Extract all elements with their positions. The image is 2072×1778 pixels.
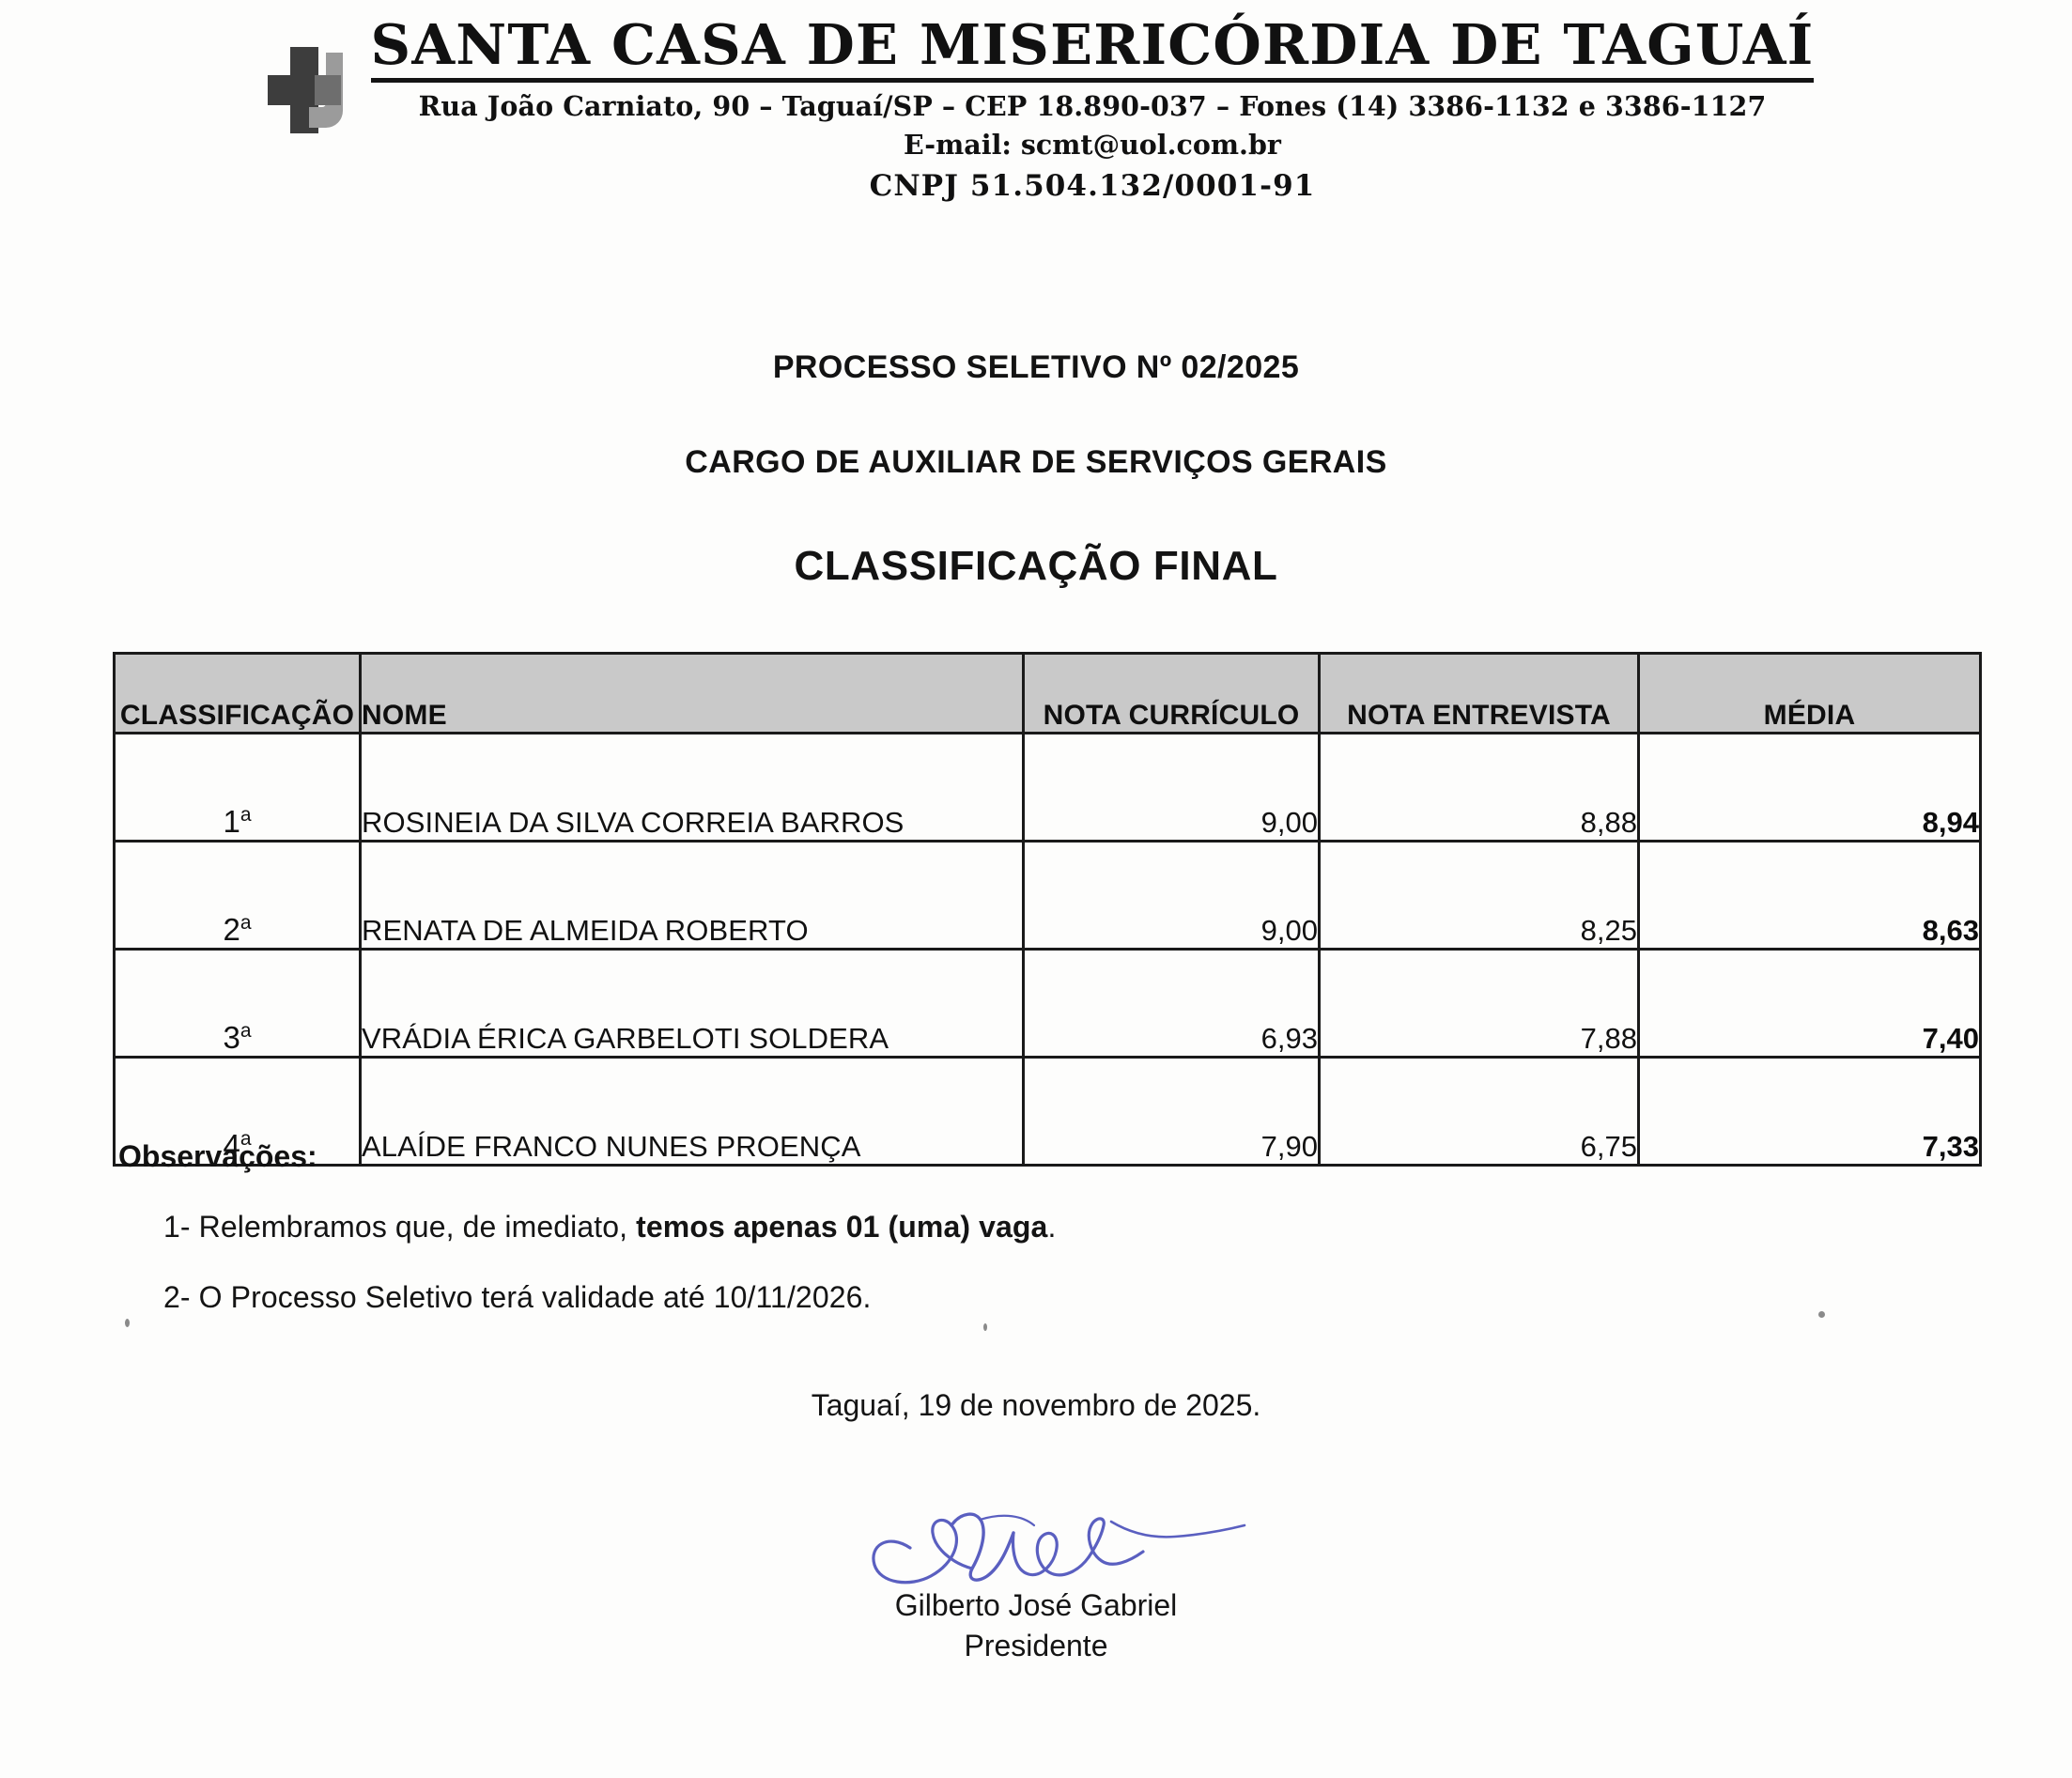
handwritten-signature-icon bbox=[0, 1493, 2072, 1602]
cell-nota-curriculo: 9,00 bbox=[1022, 840, 1321, 951]
cell-nota-entrevista: 8,88 bbox=[1318, 732, 1640, 843]
page-title: CLASSIFICAÇÃO FINAL bbox=[794, 543, 1278, 589]
cell-nota-curriculo: 7,90 bbox=[1022, 1056, 1321, 1167]
observations-title: Observações: bbox=[118, 1139, 317, 1173]
observations-section: Observações: 1- Relembramos que, de imed… bbox=[118, 1139, 1715, 1315]
cell-media: 8,63 bbox=[1637, 840, 1982, 951]
cell-classificacao: 3a bbox=[113, 948, 362, 1059]
medical-cross-logo-icon bbox=[266, 43, 367, 141]
scan-speck bbox=[1818, 1311, 1825, 1318]
observation-1-emphasis: temos apenas 01 (uma) vaga bbox=[636, 1210, 1048, 1244]
document-date: Taguaí, 19 de novembro de 2025. bbox=[811, 1388, 1261, 1422]
organization-name: SANTA CASA DE MISERICÓRDIA DE TAGUAÍ bbox=[370, 16, 1815, 84]
cell-classificacao: 4a bbox=[113, 1056, 362, 1167]
scan-speck bbox=[983, 1323, 987, 1331]
letterhead: SANTA CASA DE MISERICÓRDIA DE TAGUAÍ Rua… bbox=[0, 16, 2072, 205]
cell-classificacao: 2a bbox=[113, 840, 362, 951]
rank-suffix: a bbox=[240, 1020, 252, 1042]
cell-nota-entrevista: 8,25 bbox=[1318, 840, 1640, 951]
cell-nome: ROSINEIA DA SILVA CORREIA BARROS bbox=[359, 732, 1025, 843]
organization-address: Rua João Carniato, 90 – Taguaí/SP – CEP … bbox=[418, 90, 1767, 123]
rank-number: 4 bbox=[223, 1128, 240, 1163]
cell-media: 8,94 bbox=[1637, 732, 1982, 843]
position-title: CARGO DE AUXILIAR DE SERVIÇOS GERAIS bbox=[685, 444, 1387, 480]
organization-email: E-mail: scmt@uol.com.br bbox=[904, 128, 1281, 161]
table-row: 4a ALAÍDE FRANCO NUNES PROENÇA 7,90 6,75… bbox=[113, 1056, 1982, 1167]
column-header-media: MÉDIA bbox=[1637, 652, 1982, 734]
cell-classificacao: 1a bbox=[113, 732, 362, 843]
cell-nome: VRÁDIA ÉRICA GARBELOTI SOLDERA bbox=[359, 948, 1025, 1059]
cell-nota-entrevista: 6,75 bbox=[1318, 1056, 1640, 1167]
rank-suffix: a bbox=[240, 804, 252, 826]
observation-1-suffix: . bbox=[1047, 1210, 1057, 1244]
table-row: 2a RENATA DE ALMEIDA ROBERTO 9,00 8,25 8… bbox=[113, 840, 1982, 951]
cell-nome: RENATA DE ALMEIDA ROBERTO bbox=[359, 840, 1025, 951]
cell-nota-curriculo: 6,93 bbox=[1022, 948, 1321, 1059]
column-header-nota-curriculo: NOTA CURRÍCULO bbox=[1022, 652, 1321, 734]
rank-number: 2 bbox=[223, 912, 240, 947]
classification-table-container: CLASSIFICAÇÃO NOME NOTA CURRÍCULO NOTA E… bbox=[113, 652, 1982, 1167]
signer-name: Gilberto José Gabriel bbox=[894, 1588, 1178, 1622]
table-row: 3a VRÁDIA ÉRICA GARBELOTI SOLDERA 6,93 7… bbox=[113, 948, 1982, 1059]
rank-suffix: a bbox=[240, 1128, 252, 1150]
column-header-nome: NOME bbox=[359, 652, 1025, 734]
cell-nota-curriculo: 9,00 bbox=[1022, 732, 1321, 843]
process-number-title: PROCESSO SELETIVO Nº 02/2025 bbox=[772, 349, 1300, 385]
cell-nota-entrevista: 7,88 bbox=[1318, 948, 1640, 1059]
rank-suffix: a bbox=[240, 912, 252, 934]
cell-media: 7,40 bbox=[1637, 948, 1982, 1059]
signature-block: Gilberto José Gabriel Presidente bbox=[0, 1493, 2072, 1666]
column-header-classificacao: CLASSIFICAÇÃO bbox=[113, 652, 362, 734]
table-header-row: CLASSIFICAÇÃO NOME NOTA CURRÍCULO NOTA E… bbox=[113, 652, 1982, 734]
observation-item-2: 2- O Processo Seletivo terá validade até… bbox=[163, 1280, 872, 1314]
column-header-nota-entrevista: NOTA ENTREVISTA bbox=[1318, 652, 1640, 734]
document-titles: PROCESSO SELETIVO Nº 02/2025 CARGO DE AU… bbox=[0, 349, 2072, 590]
cell-media: 7,33 bbox=[1637, 1056, 1982, 1167]
signer-role: Presidente bbox=[964, 1629, 1108, 1663]
observation-item-1: 1- Relembramos que, de imediato, temos a… bbox=[163, 1210, 1715, 1245]
cell-nome: ALAÍDE FRANCO NUNES PROENÇA bbox=[359, 1056, 1025, 1167]
rank-number: 3 bbox=[223, 1020, 240, 1055]
organization-cnpj: CNPJ 51.504.132/0001-91 bbox=[869, 169, 1316, 204]
observation-1-prefix: 1- Relembramos que, de imediato, bbox=[163, 1210, 637, 1244]
table-row: 1a ROSINEIA DA SILVA CORREIA BARROS 9,00… bbox=[113, 732, 1982, 843]
classification-table: CLASSIFICAÇÃO NOME NOTA CURRÍCULO NOTA E… bbox=[113, 652, 1982, 1167]
rank-number: 1 bbox=[223, 804, 240, 839]
scan-speck bbox=[125, 1319, 130, 1327]
